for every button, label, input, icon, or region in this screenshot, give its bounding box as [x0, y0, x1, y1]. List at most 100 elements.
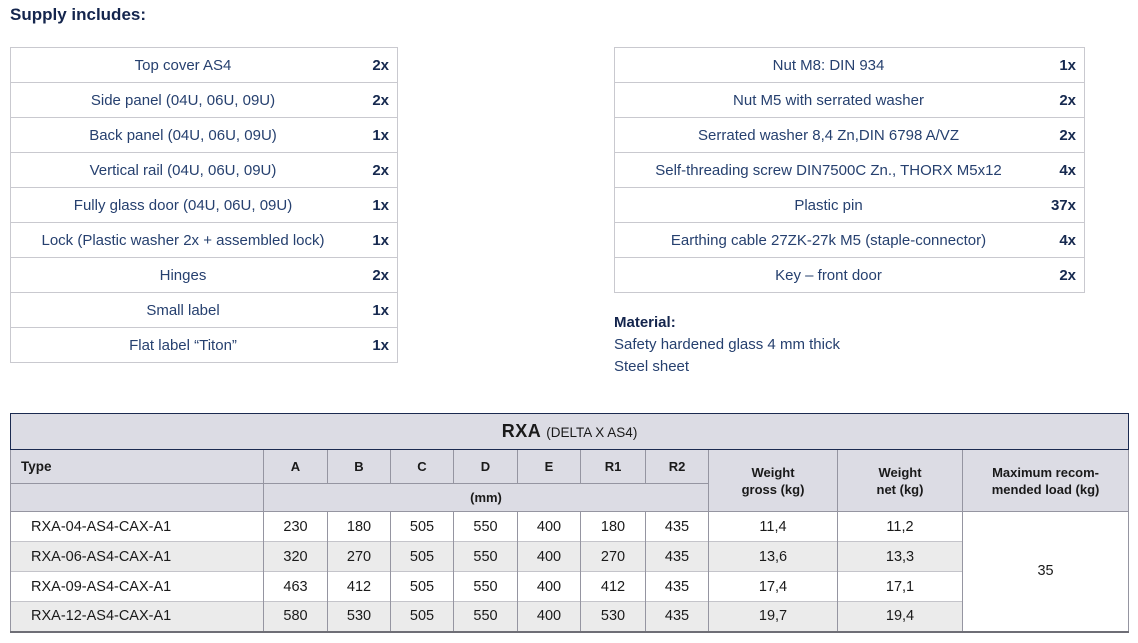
spec-dim-cell: 530 [580, 601, 646, 632]
supply-row: Nut M5 with serrated washer 2x [615, 83, 1084, 118]
unit-row-empty-cell [10, 483, 264, 512]
col-header-r1: R1 [580, 449, 646, 484]
supply-row: Back panel (04U, 06U, 09U) 1x [11, 118, 397, 153]
supply-item-quantity: 2x [372, 161, 389, 179]
col-header-weight-gross: Weight gross (kg) [708, 449, 838, 512]
supply-row: Vertical rail (04U, 06U, 09U) 2x [11, 153, 397, 188]
col-header-type: Type [10, 449, 264, 484]
col-header-a: A [263, 449, 328, 484]
page-title: Supply includes: [10, 5, 147, 24]
spec-dim-cell: 463 [263, 571, 328, 602]
supply-item-quantity: 2x [372, 56, 389, 74]
supply-row: Top cover AS4 2x [11, 48, 397, 83]
spec-table-title-band: RXA (DELTA X AS4) [9, 413, 1130, 450]
spec-dim-cell: 400 [517, 511, 581, 542]
supply-item-quantity: 1x [1059, 56, 1076, 74]
col-header-r2: R2 [645, 449, 709, 484]
spec-dim-cell: 550 [453, 571, 518, 602]
supply-item-label: Hinges [159, 266, 207, 284]
spec-table: RXA (DELTA X AS4) Type A B C D E R1 R2 We… [9, 413, 1130, 633]
supply-item-label: Side panel (04U, 06U, 09U) [90, 91, 276, 109]
spec-dim-cell: 180 [580, 511, 646, 542]
spec-table-title-row: RXA (DELTA X AS4) [9, 413, 1130, 450]
spec-dim-cell: 550 [453, 511, 518, 542]
supply-item-label: Fully glass door (04U, 06U, 09U) [73, 196, 293, 214]
supply-row: Small label 1x [11, 293, 397, 328]
supply-item-quantity: 1x [372, 126, 389, 144]
supply-row: Self-threading screw DIN7500C Zn., THORX… [615, 153, 1084, 188]
spec-dim-cell: 320 [263, 541, 328, 572]
spec-dim-cell: 400 [517, 601, 581, 632]
supply-item-quantity: 1x [372, 196, 389, 214]
spec-weight-gross-cell: 11,4 [708, 511, 838, 542]
spec-dim-cell: 505 [390, 571, 454, 602]
supply-item-quantity: 2x [1059, 126, 1076, 144]
spec-table-header-row: Type A B C D E R1 R2 Weight gross (kg) W… [10, 449, 1130, 512]
supply-table-left: Top cover AS4 2x Side panel (04U, 06U, 09U… [10, 47, 398, 363]
supply-item-quantity: 1x [372, 336, 389, 354]
spec-dim-cell: 550 [453, 601, 518, 632]
spec-type-cell: RXA-04-AS4-CAX-A1 [10, 511, 264, 542]
supply-row: Nut M8: DIN 934 1x [615, 48, 1084, 83]
col-header-b: B [327, 449, 391, 484]
supply-item-label: Lock (Plastic washer 2x + assembled lock… [41, 231, 325, 249]
spec-table-row: RXA-04-AS4-CAX-A1 230 180 505 550 400 180 435 11… [10, 511, 1130, 632]
supply-item-label: Flat label “Titon” [129, 336, 237, 354]
material-line: Steel sheet [614, 358, 690, 375]
supply-item-label: Nut M8: DIN 934 [772, 56, 885, 74]
col-header-weight-net: Weight net (kg) [837, 449, 963, 512]
spec-dim-cell: 230 [263, 511, 328, 542]
supply-item-label: Plastic pin [794, 196, 863, 214]
supply-item-label: Self-threading screw DIN7500C Zn., THORX… [655, 161, 1002, 179]
supply-item-quantity: 2x [372, 266, 389, 284]
spec-weight-net-cell: 19,4 [837, 601, 963, 632]
spec-type-cell: RXA-12-AS4-CAX-A1 [10, 601, 264, 632]
spec-dim-cell: 550 [453, 541, 518, 572]
spec-weight-gross-cell: 13,6 [708, 541, 838, 572]
spec-dim-cell: 435 [645, 511, 709, 542]
spec-weight-net-cell: 13,3 [837, 541, 963, 572]
spec-weight-gross-cell: 17,4 [708, 571, 838, 602]
supply-item-label: Serrated washer 8,4 Zn,DIN 6798 A/VZ [698, 126, 959, 144]
supply-row: Flat label “Titon” 1x [11, 328, 397, 363]
supply-item-quantity: 1x [372, 231, 389, 249]
supply-item-quantity: 1x [372, 301, 389, 319]
spec-dim-cell: 270 [580, 541, 646, 572]
supply-row: Side panel (04U, 06U, 09U) 2x [11, 83, 397, 118]
material-line: Safety hardened glass 4 mm thick [614, 336, 840, 353]
col-header-max-load: Maximum recom- mended load (kg) [961, 449, 1130, 512]
supply-row: Plastic pin 37x [615, 188, 1084, 223]
unit-label: (mm) [263, 483, 709, 512]
col-header-c: C [390, 449, 454, 484]
spec-dim-cell: 412 [327, 571, 391, 602]
col-header-e: E [517, 449, 581, 484]
material-heading: Material: [614, 314, 676, 331]
spec-dim-cell: 412 [580, 571, 646, 602]
supply-item-quantity: 2x [372, 91, 389, 109]
spec-dim-cell: 400 [517, 571, 581, 602]
spec-dim-cell: 505 [390, 511, 454, 542]
spec-type-cell: RXA-09-AS4-CAX-A1 [10, 571, 264, 602]
supply-item-quantity: 2x [1059, 91, 1076, 109]
spec-dim-cell: 435 [645, 571, 709, 602]
col-header-d: D [453, 449, 518, 484]
supply-item-label: Back panel (04U, 06U, 09U) [89, 126, 277, 144]
supply-row: Lock (Plastic washer 2x + assembled lock… [11, 223, 397, 258]
spec-dim-cell: 505 [390, 601, 454, 632]
spec-max-load-cell: 35 [961, 511, 1130, 632]
spec-dim-cell: 180 [327, 511, 391, 542]
supply-item-label: Key – front door [775, 266, 882, 284]
spec-dim-cell: 435 [645, 541, 709, 572]
spec-type-cell: RXA-06-AS4-CAX-A1 [10, 541, 264, 572]
supply-item-quantity: 4x [1059, 161, 1076, 179]
supply-row: Serrated washer 8,4 Zn,DIN 6798 A/VZ 2x [615, 118, 1084, 153]
spec-dim-cell: 400 [517, 541, 581, 572]
supply-item-label: Nut M5 with serrated washer [733, 91, 924, 109]
supply-item-label: Top cover AS4 [134, 56, 232, 74]
spec-dim-cell: 505 [390, 541, 454, 572]
supply-table-right: Nut M8: DIN 934 1x Nut M5 with serrated wa… [614, 47, 1085, 293]
spec-table-row: RXA-09-AS4-CAX-A1 463 412 505 550 400 412 435 17… [10, 571, 1129, 602]
spec-weight-net-cell: 17,1 [837, 571, 963, 602]
supply-item-label: Small label [146, 301, 220, 319]
supply-row: Hinges 2x [11, 258, 397, 293]
